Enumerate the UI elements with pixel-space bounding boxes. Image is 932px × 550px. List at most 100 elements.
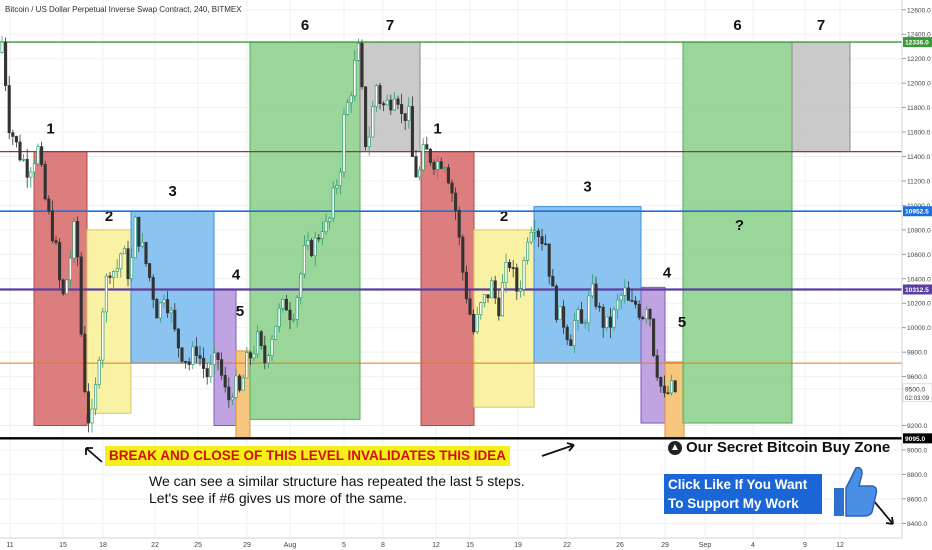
candle (310, 238, 314, 258)
x-tick-label: 19 (514, 542, 522, 549)
x-tick-label: 12 (432, 542, 440, 549)
candle-body (378, 85, 382, 105)
candle-body (518, 288, 522, 292)
candle (403, 113, 407, 130)
candle (47, 195, 51, 215)
candle (126, 240, 130, 287)
candle-body (634, 300, 638, 305)
y-tick-label: 11200.0 (907, 178, 931, 185)
candle (637, 300, 641, 321)
candle-body (605, 316, 609, 328)
candle-body (464, 271, 468, 300)
candle-body (436, 161, 440, 170)
candle (590, 274, 594, 299)
candle-body (144, 242, 148, 264)
candle (245, 346, 249, 379)
candle-body (396, 98, 400, 105)
candle-body (18, 141, 22, 161)
candle-body (191, 346, 195, 365)
price-tag-green (903, 37, 932, 48)
candle-body (562, 306, 566, 328)
candle-body (216, 352, 220, 360)
candle (198, 345, 202, 366)
y-tick-label: 9600.0 (907, 374, 928, 381)
price-tag-label-blue: 10952.5 (905, 209, 929, 216)
candle-body (353, 60, 357, 97)
candle-body (349, 95, 353, 104)
candle (418, 165, 422, 181)
candle (572, 312, 576, 354)
price-tag-black (903, 433, 932, 444)
candle-body (385, 99, 389, 106)
candle-body (47, 198, 51, 212)
candle (367, 126, 371, 156)
candle-body (176, 328, 180, 349)
candle-body (187, 361, 191, 365)
candle (284, 295, 288, 311)
candle (475, 306, 479, 335)
candle-body (580, 309, 584, 324)
candle (234, 368, 238, 400)
candle (101, 307, 105, 368)
candle-body (50, 210, 54, 242)
candle (616, 293, 620, 319)
candle-body (590, 283, 594, 297)
y-tick-label: 11600.0 (907, 130, 931, 137)
candle-body (212, 352, 216, 365)
candle (472, 309, 476, 335)
candle (223, 366, 227, 393)
candle-body (25, 158, 29, 178)
candle-body (655, 355, 659, 378)
candle-body (623, 287, 627, 296)
candle-body (36, 146, 40, 165)
phase-labels: 1 2 3 4 5 6 7 1 2 3 4 5 6? 7 (46, 17, 825, 331)
phase-label-second-4: 4 (663, 264, 672, 281)
candle-body (536, 230, 540, 237)
candle (659, 376, 663, 393)
candle-body (234, 375, 238, 398)
candle-body (227, 386, 231, 401)
candle (634, 296, 638, 309)
candle (623, 278, 627, 304)
candle (346, 98, 350, 116)
phase-label-first-3: 3 (168, 183, 176, 200)
candle-body (626, 287, 630, 301)
candle-body (266, 355, 270, 364)
candle-body (220, 359, 224, 376)
thumbs-up-icon[interactable] (826, 462, 878, 518)
candle (324, 213, 328, 235)
candle-body (302, 245, 306, 275)
candle-body (29, 171, 33, 178)
y-tick-label: 11400.0 (907, 154, 931, 161)
candle-body (583, 322, 587, 325)
candle (148, 262, 152, 282)
like-banner[interactable]: Click Like If You Want To Support My Wor… (664, 474, 822, 514)
chart-title: Bitcoin / US Dollar Perpetual Inverse Sw… (5, 5, 242, 14)
candle (202, 347, 206, 379)
candle (450, 179, 454, 203)
candle (407, 97, 411, 129)
candle-body (400, 104, 404, 114)
candle (328, 216, 332, 230)
candle-body (356, 42, 360, 61)
candle-body (468, 298, 472, 315)
candle (648, 308, 652, 327)
price-tag-label-green: 12336.0 (905, 40, 929, 47)
candle-body (317, 237, 321, 240)
candle-body (61, 279, 65, 295)
candle (338, 167, 342, 195)
candle (536, 228, 540, 248)
candle (79, 252, 83, 338)
x-tick-label: 26 (616, 542, 624, 549)
candle (342, 108, 346, 178)
candle-body (526, 241, 530, 261)
candle-body (331, 187, 335, 219)
candle (32, 159, 36, 179)
candle-body (130, 257, 134, 280)
candle (317, 234, 321, 243)
candle-body (421, 144, 425, 171)
candle-body (601, 306, 605, 328)
y-tick-label: 12600.0 (907, 7, 931, 14)
candle-body (43, 164, 47, 200)
